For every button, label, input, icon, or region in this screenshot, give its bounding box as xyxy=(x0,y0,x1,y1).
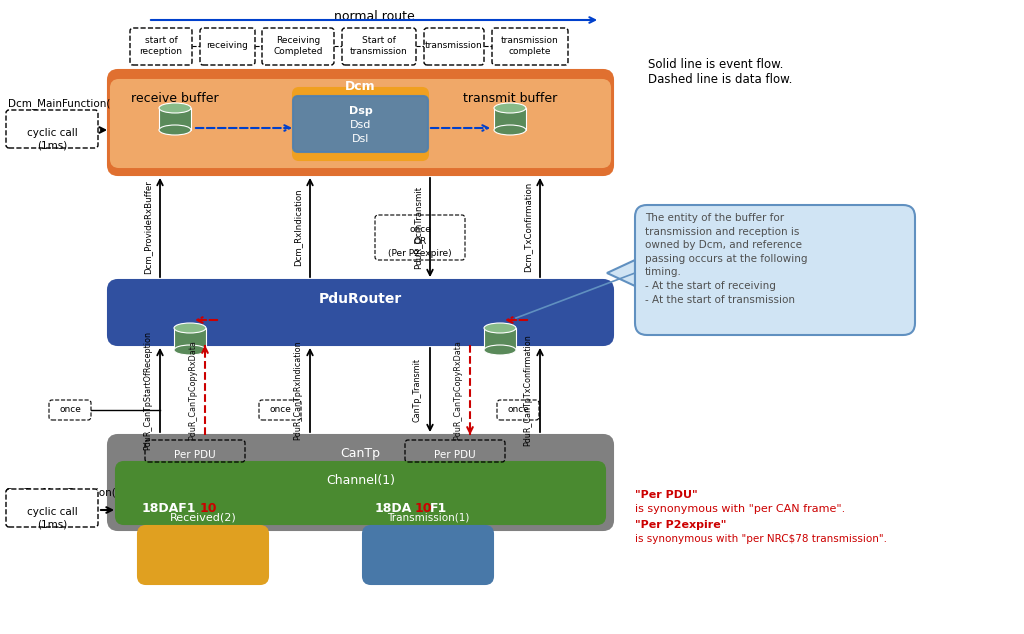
FancyBboxPatch shape xyxy=(108,435,613,530)
Text: CanTp_Transmit: CanTp_Transmit xyxy=(413,358,422,422)
Text: Dcm_RxIndication: Dcm_RxIndication xyxy=(293,188,302,266)
Text: PduR_DcmTransmit: PduR_DcmTransmit xyxy=(413,185,422,269)
FancyBboxPatch shape xyxy=(362,526,493,584)
FancyBboxPatch shape xyxy=(108,70,613,175)
FancyBboxPatch shape xyxy=(200,28,255,65)
Text: Dsp: Dsp xyxy=(348,106,373,116)
Text: Dcm: Dcm xyxy=(345,80,376,93)
Text: start of
reception: start of reception xyxy=(139,36,182,56)
Text: (Per P2expire): (Per P2expire) xyxy=(388,249,452,258)
Text: 10: 10 xyxy=(415,502,432,515)
Text: Dashed line is data flow.: Dashed line is data flow. xyxy=(648,73,793,86)
Ellipse shape xyxy=(174,323,206,333)
Bar xyxy=(174,328,206,350)
Ellipse shape xyxy=(494,103,526,113)
FancyBboxPatch shape xyxy=(635,205,915,335)
FancyBboxPatch shape xyxy=(492,28,568,65)
Ellipse shape xyxy=(159,103,191,113)
Text: Start of
transmission: Start of transmission xyxy=(350,36,408,56)
Text: Receiving
Completed: Receiving Completed xyxy=(273,36,323,56)
FancyBboxPatch shape xyxy=(6,489,98,527)
Text: Dsl: Dsl xyxy=(352,134,370,144)
Text: Channel(1): Channel(1) xyxy=(326,474,395,487)
FancyBboxPatch shape xyxy=(116,462,605,524)
Text: PduR_CanTpCopyRxData: PduR_CanTpCopyRxData xyxy=(453,340,462,440)
Ellipse shape xyxy=(484,345,516,355)
Text: once: once xyxy=(507,406,529,415)
Text: "Per PDU": "Per PDU" xyxy=(635,490,697,500)
FancyBboxPatch shape xyxy=(424,28,484,65)
FancyBboxPatch shape xyxy=(138,526,268,584)
Text: PduRouter: PduRouter xyxy=(318,292,402,306)
Text: once: once xyxy=(269,406,291,415)
Text: receiving: receiving xyxy=(207,41,249,51)
Text: is synonymous with "per NRC$78 transmission".: is synonymous with "per NRC$78 transmiss… xyxy=(635,534,887,544)
Text: transmission: transmission xyxy=(425,41,483,51)
FancyBboxPatch shape xyxy=(259,400,301,420)
Text: cyclic call
(1ms): cyclic call (1ms) xyxy=(27,128,78,150)
Text: "Per P2expire": "Per P2expire" xyxy=(635,520,726,530)
Text: is synonymous with "per CAN frame".: is synonymous with "per CAN frame". xyxy=(635,504,845,514)
Text: OR: OR xyxy=(414,237,427,246)
FancyBboxPatch shape xyxy=(375,215,465,260)
Text: F1: F1 xyxy=(430,502,447,515)
FancyBboxPatch shape xyxy=(111,80,610,167)
Bar xyxy=(159,108,191,130)
Text: normal route: normal route xyxy=(334,10,415,23)
FancyBboxPatch shape xyxy=(6,110,98,148)
Text: Per PDU: Per PDU xyxy=(174,450,216,460)
Text: transmission
complete: transmission complete xyxy=(501,36,559,56)
Text: once: once xyxy=(409,225,431,234)
Text: Dcm_TxConfirmation: Dcm_TxConfirmation xyxy=(523,182,532,272)
FancyBboxPatch shape xyxy=(342,28,416,65)
FancyBboxPatch shape xyxy=(293,96,428,152)
Text: 18DA: 18DA xyxy=(375,502,412,515)
Text: PduR_CanTpTxConfirmation: PduR_CanTpTxConfirmation xyxy=(523,334,532,446)
Text: Received(2): Received(2) xyxy=(170,513,237,523)
FancyBboxPatch shape xyxy=(49,400,91,420)
Text: transmit buffer: transmit buffer xyxy=(463,92,557,105)
Text: Transmission(1): Transmission(1) xyxy=(387,513,469,523)
Text: receive buffer: receive buffer xyxy=(131,92,219,105)
Bar xyxy=(494,108,526,130)
Text: cyclic call
(1ms): cyclic call (1ms) xyxy=(27,507,78,529)
FancyBboxPatch shape xyxy=(497,400,539,420)
Text: Dcm_MainFunction(): Dcm_MainFunction() xyxy=(8,98,115,109)
FancyBboxPatch shape xyxy=(293,88,428,160)
Text: 18DAF1: 18DAF1 xyxy=(141,502,196,515)
FancyBboxPatch shape xyxy=(130,28,193,65)
Bar xyxy=(484,328,516,350)
FancyBboxPatch shape xyxy=(108,280,613,345)
Ellipse shape xyxy=(174,345,206,355)
Text: PduR_CanTpStartOfReception: PduR_CanTpStartOfReception xyxy=(143,330,152,450)
Text: PduR_CanTpCopyRxData: PduR_CanTpCopyRxData xyxy=(188,340,197,440)
FancyBboxPatch shape xyxy=(262,28,334,65)
Text: CanTp: CanTp xyxy=(341,447,381,460)
Ellipse shape xyxy=(494,125,526,135)
Text: The entity of the buffer for
transmission and reception is
owned by Dcm, and ref: The entity of the buffer for transmissio… xyxy=(645,213,808,304)
Text: Per PDU: Per PDU xyxy=(434,450,476,460)
Text: once: once xyxy=(59,406,81,415)
Text: Dsd: Dsd xyxy=(350,120,371,130)
Text: Dcm_ProvideRxBuffer: Dcm_ProvideRxBuffer xyxy=(143,180,152,274)
Text: Solid line is event flow.: Solid line is event flow. xyxy=(648,58,783,71)
Ellipse shape xyxy=(159,125,191,135)
Ellipse shape xyxy=(484,323,516,333)
Text: 10: 10 xyxy=(200,502,217,515)
Text: PduR_CanTpRxIndication: PduR_CanTpRxIndication xyxy=(293,340,302,440)
Text: CanTp_MainFunction(): CanTp_MainFunction() xyxy=(4,487,120,498)
Polygon shape xyxy=(607,260,635,286)
